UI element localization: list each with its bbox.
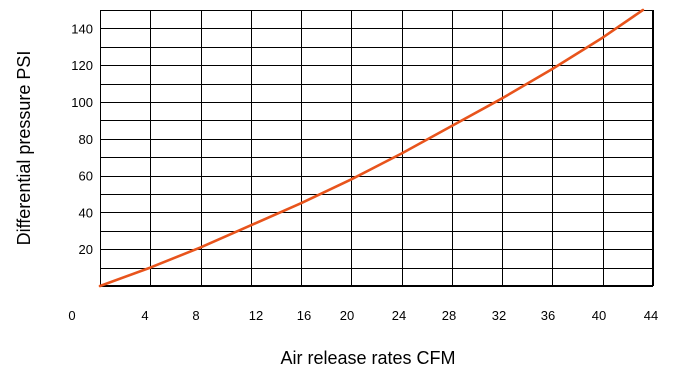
y-tick-label: 80 (79, 132, 93, 147)
x-tick-label: 4 (141, 308, 148, 323)
tick-labels: 0 4 8 12 16 20 24 28 32 36 40 44 20 40 60 80 100 120 140 (68, 21, 658, 323)
x-tick-label: 12 (249, 308, 263, 323)
x-tick-label: 40 (592, 308, 606, 323)
x-tick-label: 8 (192, 308, 199, 323)
x-tick-label: 20 (340, 308, 354, 323)
grid-lines (100, 10, 654, 287)
x-tick-label: 44 (644, 308, 658, 323)
x-tick-label: 16 (297, 308, 311, 323)
x-tick-label: 0 (68, 308, 75, 323)
y-tick-label: 140 (71, 21, 93, 36)
y-tick-label: 20 (79, 242, 93, 257)
y-tick-label: 60 (79, 169, 93, 184)
y-tick-label: 100 (71, 95, 93, 110)
x-tick-label: 32 (492, 308, 506, 323)
data-line (98, 8, 645, 288)
y-tick-label: 40 (79, 205, 93, 220)
plot-frame (100, 10, 653, 286)
x-tick-label: 24 (392, 308, 406, 323)
y-axis-label: Differential pressure PSI (14, 51, 34, 246)
x-tick-label: 28 (442, 308, 456, 323)
x-tick-label: 36 (541, 308, 555, 323)
x-axis-label: Air release rates CFM (280, 348, 455, 368)
y-tick-label: 120 (71, 58, 93, 73)
